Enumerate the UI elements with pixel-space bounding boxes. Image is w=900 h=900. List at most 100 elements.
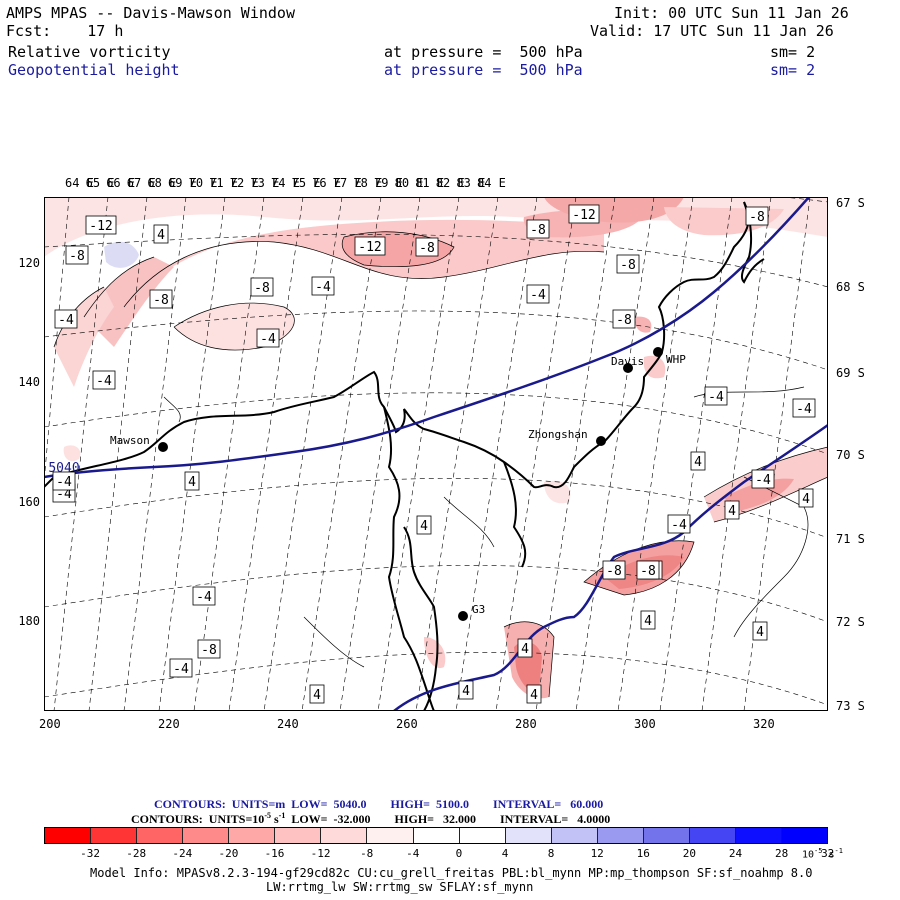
x-tick-label: 200 <box>39 717 61 731</box>
contour-label: -8 <box>415 237 439 257</box>
color-bar-cell <box>459 828 506 843</box>
color-bar-label: 12 <box>590 847 604 860</box>
contour-label-text: -4 <box>56 487 72 502</box>
station-dot-zhongshan <box>596 436 606 446</box>
lon-label: 68 E <box>147 176 177 190</box>
contour-label-text: 4 <box>694 455 702 470</box>
color-bar-label: -16 <box>264 847 285 860</box>
color-bar-cell <box>782 828 828 843</box>
contour-label-text: -4 <box>708 390 724 405</box>
lat-label: 72 S <box>836 615 865 629</box>
color-bar-label: 4 <box>501 847 509 860</box>
lon-label: 79 E <box>374 176 403 190</box>
map-plot: Mawson Davis WHP Zhongshan G3 -12 -8 4 -8 -8… <box>44 197 828 711</box>
contours-exp: -5 <box>264 811 271 820</box>
fcst-value: 17 h <box>87 22 124 40</box>
color-bar-cell <box>735 828 782 843</box>
color-bar-label: -20 <box>218 847 239 860</box>
contour-label-text: -8 <box>620 258 636 273</box>
color-bar-cell <box>275 828 322 843</box>
contours-vorticity-info: CONTOURS: UNITS=10-5 s-1 LOW= -32.000 HI… <box>131 811 610 827</box>
color-bar-label: 0 <box>455 847 463 860</box>
color-bar-label: 24 <box>728 847 743 860</box>
model-info-line2: LW:rrtmg_lw SW:rrtmg_sw SFLAY:sf_mynn <box>266 880 534 894</box>
contour-label-text: -8 <box>201 643 217 658</box>
contour-label: -12 <box>85 215 117 235</box>
station-label-zhongshan: Zhongshan <box>528 428 588 441</box>
color-bar-cell <box>551 828 598 843</box>
lon-label: 73 E <box>250 176 280 190</box>
contours-units: CONTOURS: UNITS=10 <box>131 812 265 826</box>
y-tick-label: 120 <box>18 256 40 270</box>
contour-label: -8 <box>526 219 550 239</box>
station-label-mawson: Mawson <box>110 434 150 447</box>
contour-label-text: -12 <box>358 240 381 255</box>
contour-label: -4 <box>256 328 280 348</box>
station-label-davis: Davis <box>611 355 644 368</box>
station-dot-whp <box>653 347 663 357</box>
cb-units: 10 <box>802 849 815 861</box>
contour-label: -8 <box>602 560 626 580</box>
contour-label: 4 <box>798 488 814 508</box>
color-bar-cell <box>505 828 552 843</box>
lon-label: 69 E <box>168 176 197 190</box>
vorticity-contours <box>53 231 828 698</box>
color-bar-cell <box>321 828 368 843</box>
color-bar-label: 16 <box>636 847 650 860</box>
contour-label-text: -8 <box>530 223 546 238</box>
contour-labels: -12-84-8-8 -4-4-12 -8-8-4-8-8-12 -8-4-4-4-4… <box>48 204 816 704</box>
x-tick-label: 240 <box>277 717 299 731</box>
station-label-g3: G3 <box>472 603 485 616</box>
contour-label-text: -8 <box>419 241 435 256</box>
lon-label: 82 E <box>435 176 465 190</box>
contour-label-text: -4 <box>260 332 276 347</box>
contour-label: -4 <box>192 586 216 606</box>
lon-label: 75 E <box>291 176 321 190</box>
color-bar-label: 32 <box>821 847 835 860</box>
contour-label-text: -4 <box>196 590 212 605</box>
color-bar-label: -8 <box>360 847 374 860</box>
contour-label-text: 4 <box>188 475 196 490</box>
contour-label: -12 <box>354 236 386 256</box>
contour-label: -8 <box>616 254 640 274</box>
model-info-line1: Model Info: MPASv8.2.3-194-gf29cd82c CU:… <box>90 866 813 880</box>
color-bar-cell <box>413 828 460 843</box>
contour-label: -4 <box>169 658 193 678</box>
valid-time: Valid: 17 UTC Sun 11 Jan 26 <box>590 22 834 40</box>
color-bar-label: 8 <box>547 847 555 860</box>
field1-level: at pressure = 500 hPa <box>384 43 583 61</box>
contour-label-text: 4 <box>530 688 538 703</box>
station-label-whp: WHP <box>666 353 686 366</box>
contour-label: 4 <box>640 610 656 630</box>
lon-label: 84 E <box>477 176 506 190</box>
contour-label: -4 <box>704 386 728 406</box>
lat-label: 70 S <box>836 448 865 462</box>
contour-label-text: 4 <box>462 684 470 699</box>
contour-label-text: 4 <box>644 614 652 629</box>
contours-units-s: s <box>270 812 279 826</box>
contours-height-info: CONTOURS: UNITS=m LOW= 5040.0 HIGH= 5100… <box>154 797 604 811</box>
contour-label: 4 <box>184 471 200 491</box>
map-title: AMPS MPAS -- Davis-Mawson Window <box>6 4 295 22</box>
contour-label-text: 4 <box>728 504 736 519</box>
contour-label-text: -8 <box>616 313 632 328</box>
contours-exp2: -1 <box>278 811 286 820</box>
color-bar-label: -12 <box>310 847 331 860</box>
contour-label: -8 <box>745 206 769 226</box>
cb-units-exp2: -1 <box>834 847 843 855</box>
contour-label: 4 <box>752 621 768 641</box>
field1-name: Relative vorticity <box>8 43 171 61</box>
contour-label: 4 <box>724 500 740 520</box>
color-bar-label: 20 <box>682 847 697 860</box>
color-bar-label: -32 <box>80 847 101 860</box>
lon-label: 67 E <box>126 176 156 190</box>
x-tick-label: 300 <box>634 717 656 731</box>
contour-label-text: 4 <box>420 519 428 534</box>
contour-label-text: 4 <box>521 642 529 657</box>
contour-label-text: -4 <box>58 313 74 328</box>
field2-name: Geopotential height <box>8 61 180 79</box>
lon-label: 83 E <box>456 176 486 190</box>
contour-label: -8 <box>65 245 89 265</box>
contour-label-text: -12 <box>89 219 112 234</box>
color-bar-cell <box>689 828 736 843</box>
